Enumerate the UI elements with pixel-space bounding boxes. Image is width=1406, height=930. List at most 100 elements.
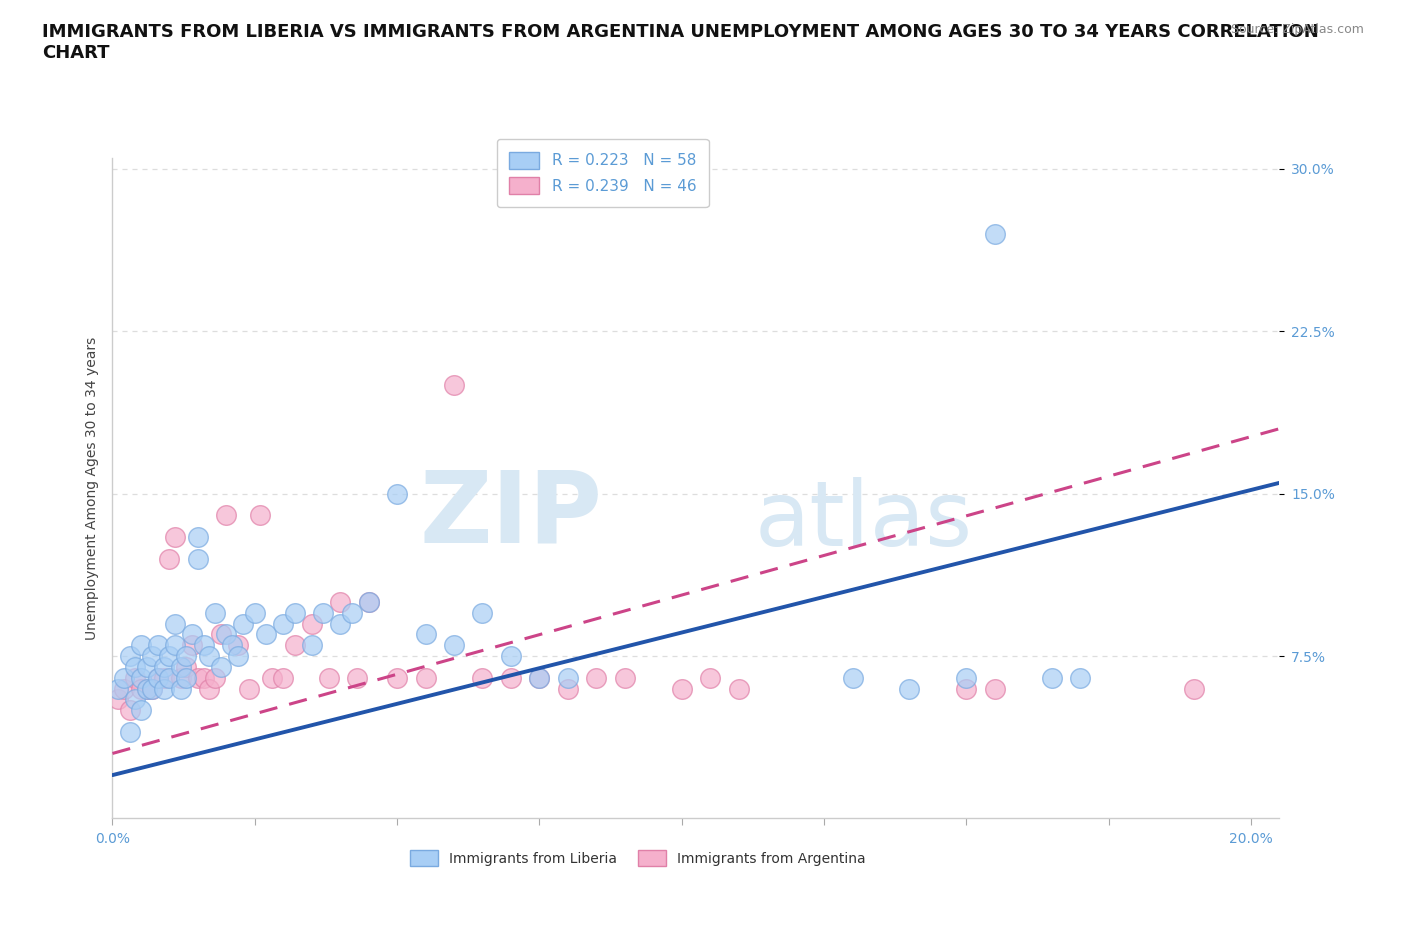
Point — [129, 638, 152, 653]
Point — [329, 594, 352, 609]
Point — [215, 627, 238, 642]
Point — [249, 508, 271, 523]
Point — [471, 671, 494, 685]
Point — [271, 671, 294, 685]
Point — [135, 681, 157, 696]
Point — [146, 671, 169, 685]
Point — [471, 605, 494, 620]
Point — [187, 551, 209, 566]
Point — [107, 681, 129, 696]
Text: IMMIGRANTS FROM LIBERIA VS IMMIGRANTS FROM ARGENTINA UNEMPLOYMENT AMONG AGES 30 : IMMIGRANTS FROM LIBERIA VS IMMIGRANTS FR… — [42, 23, 1319, 62]
Point — [499, 648, 522, 663]
Point — [124, 692, 146, 707]
Point — [312, 605, 335, 620]
Text: atlas: atlas — [755, 477, 973, 565]
Point — [357, 594, 380, 609]
Point — [157, 671, 180, 685]
Point — [284, 638, 307, 653]
Point — [135, 681, 157, 696]
Point — [557, 671, 579, 685]
Point — [357, 594, 380, 609]
Point — [260, 671, 283, 685]
Point — [135, 659, 157, 674]
Point — [165, 616, 187, 631]
Point — [984, 681, 1007, 696]
Point — [232, 616, 254, 631]
Text: ZIP: ZIP — [420, 466, 603, 564]
Point — [301, 638, 323, 653]
Point — [157, 648, 180, 663]
Point — [671, 681, 693, 696]
Point — [727, 681, 749, 696]
Point — [129, 681, 152, 696]
Point — [129, 671, 152, 685]
Point — [340, 605, 363, 620]
Y-axis label: Unemployment Among Ages 30 to 34 years: Unemployment Among Ages 30 to 34 years — [84, 337, 98, 640]
Point — [170, 681, 193, 696]
Point — [112, 681, 135, 696]
Point — [187, 529, 209, 544]
Point — [146, 638, 169, 653]
Point — [118, 724, 141, 739]
Point — [124, 659, 146, 674]
Point — [329, 616, 352, 631]
Point — [415, 671, 437, 685]
Point — [955, 671, 977, 685]
Point — [141, 681, 163, 696]
Point — [254, 627, 277, 642]
Point — [226, 648, 249, 663]
Point — [301, 616, 323, 631]
Point — [557, 681, 579, 696]
Point — [238, 681, 260, 696]
Point — [284, 605, 307, 620]
Point — [187, 671, 209, 685]
Point — [984, 226, 1007, 241]
Point — [271, 616, 294, 631]
Point — [443, 638, 465, 653]
Point — [152, 659, 174, 674]
Point — [129, 703, 152, 718]
Point — [107, 692, 129, 707]
Text: Source: ZipAtlas.com: Source: ZipAtlas.com — [1230, 23, 1364, 36]
Point — [613, 671, 636, 685]
Point — [699, 671, 721, 685]
Point — [1069, 671, 1091, 685]
Point — [157, 551, 180, 566]
Point — [221, 638, 243, 653]
Point — [243, 605, 266, 620]
Point — [176, 648, 198, 663]
Point — [118, 648, 141, 663]
Point — [585, 671, 607, 685]
Point — [141, 681, 163, 696]
Point — [176, 659, 198, 674]
Point — [124, 671, 146, 685]
Point — [193, 638, 215, 653]
Point — [215, 508, 238, 523]
Point — [152, 671, 174, 685]
Point — [1182, 681, 1205, 696]
Point — [118, 703, 141, 718]
Point — [209, 627, 232, 642]
Point — [346, 671, 368, 685]
Point — [204, 671, 226, 685]
Point — [152, 681, 174, 696]
Point — [198, 648, 221, 663]
Point — [198, 681, 221, 696]
Point — [141, 648, 163, 663]
Point — [385, 486, 408, 501]
Point — [415, 627, 437, 642]
Point — [170, 671, 193, 685]
Point — [146, 671, 169, 685]
Legend: Immigrants from Liberia, Immigrants from Argentina: Immigrants from Liberia, Immigrants from… — [399, 839, 876, 878]
Point — [385, 671, 408, 685]
Point — [841, 671, 863, 685]
Point — [318, 671, 340, 685]
Point — [170, 659, 193, 674]
Point — [499, 671, 522, 685]
Point — [176, 671, 198, 685]
Point — [181, 627, 204, 642]
Point — [193, 671, 215, 685]
Point — [209, 659, 232, 674]
Point — [226, 638, 249, 653]
Point — [165, 529, 187, 544]
